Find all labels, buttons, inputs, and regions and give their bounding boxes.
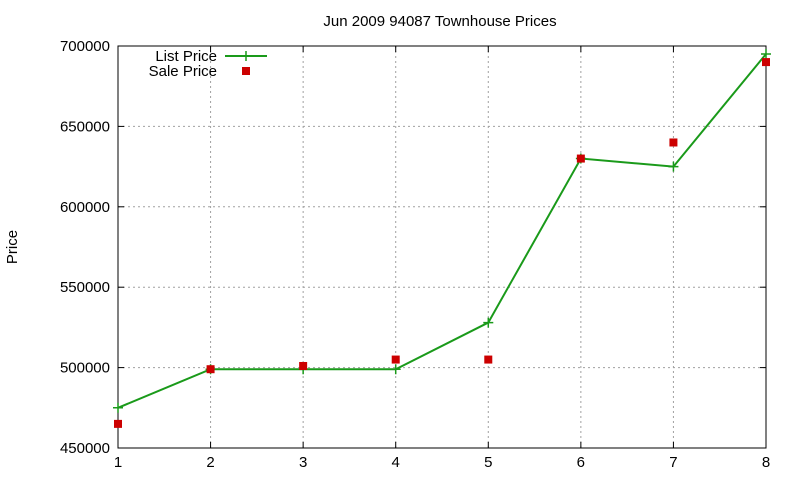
y-tick-label: 700000 (60, 38, 110, 55)
data-series (113, 49, 771, 428)
x-tick-label: 8 (762, 454, 770, 471)
sale-price-point (576, 154, 585, 163)
legend-label-sale-price: Sale Price (149, 63, 217, 80)
sale-price-point (391, 355, 400, 364)
grid-lines (118, 46, 766, 448)
x-tick-label: 6 (577, 454, 585, 471)
sale-price-point (114, 419, 122, 428)
y-tick-label: 650000 (60, 118, 110, 135)
axis-ticks: 1 2 3 4 5 6 7 8 450000 500000 550000 600000 650000 70… (60, 38, 770, 471)
list-price-point (390, 364, 401, 375)
sale-price-point (484, 355, 493, 364)
y-tick-label: 550000 (60, 279, 110, 296)
legend: List Price Sale Price (149, 48, 267, 80)
list-price-point (668, 161, 679, 172)
x-tick-label: 7 (669, 454, 677, 471)
x-tick-label: 3 (299, 454, 307, 471)
legend-marker-sale-price (242, 67, 250, 75)
chart-title: Jun 2009 94087 Townhouse Prices (323, 13, 556, 30)
legend-marker-list-price (241, 51, 251, 61)
list-price-point (113, 402, 123, 413)
list-price-point (483, 317, 494, 328)
x-tick-label: 4 (392, 454, 400, 471)
x-tick-label: 5 (484, 454, 492, 471)
sale-price-point (299, 361, 308, 370)
y-axis-label: Price (4, 230, 21, 264)
sale-price-point (669, 138, 678, 147)
plot-frame (117, 45, 767, 449)
y-tick-label: 500000 (60, 360, 110, 377)
y-tick-label: 600000 (60, 199, 110, 216)
list-price-line (117, 53, 767, 409)
list-price-point (761, 49, 771, 60)
x-tick-label: 1 (114, 454, 122, 471)
sale-price-point (762, 58, 770, 67)
x-tick-label: 2 (206, 454, 214, 471)
y-tick-label: 450000 (60, 440, 110, 457)
sale-price-point (206, 365, 215, 374)
legend-label-list-price: List Price (155, 48, 217, 65)
